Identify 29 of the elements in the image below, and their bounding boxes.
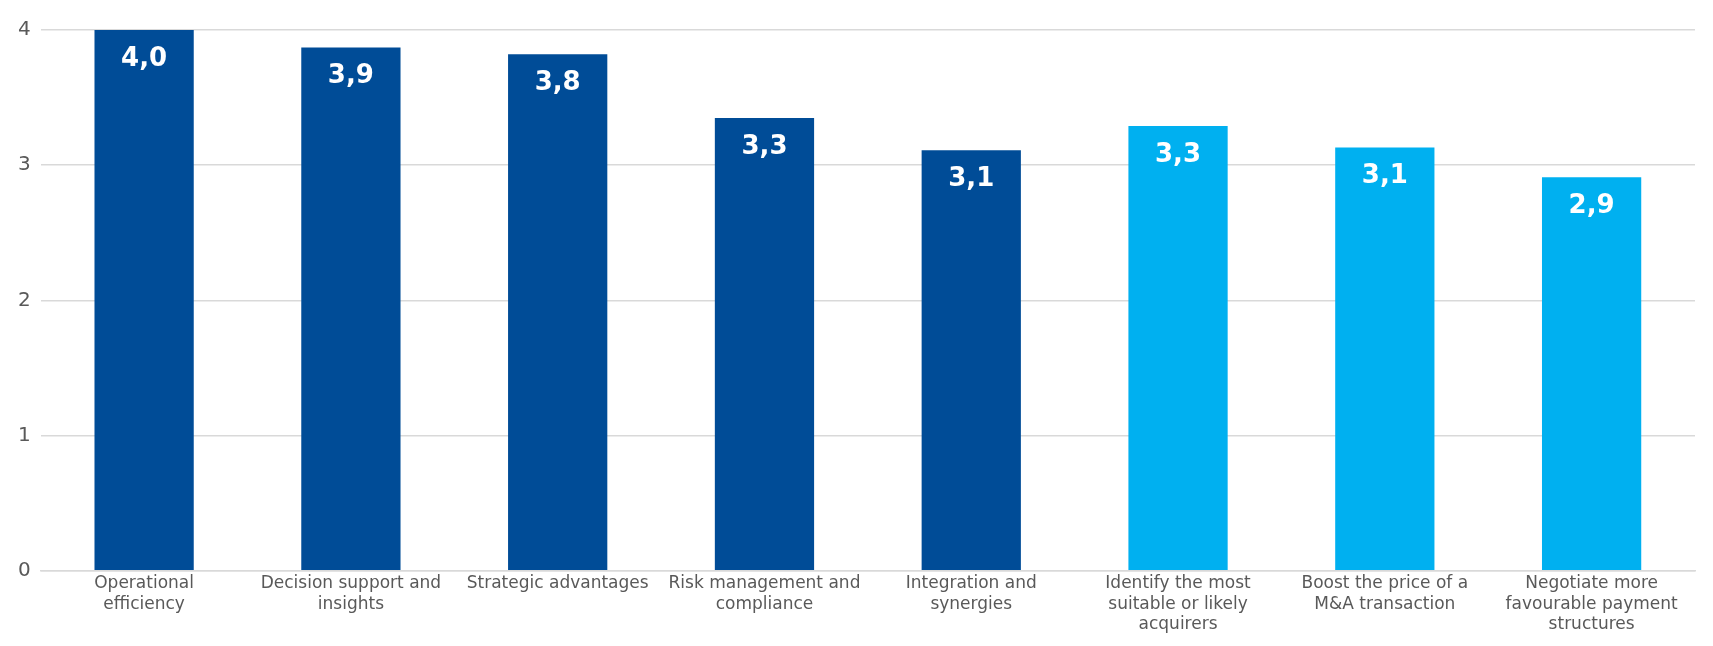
y-tick-label: 2 (17, 286, 31, 311)
x-tick-label: Operational efficiency (94, 572, 194, 613)
x-tick-label: Integration and synergies (905, 572, 1037, 613)
y-tick-label: 1 (17, 421, 31, 446)
x-tick-label: Decision support and insights (260, 572, 442, 613)
y-tick-label: 3 (17, 151, 31, 176)
x-tick-label: Identify the most suitable or likely acquirers (1105, 572, 1252, 634)
y-tick-label: 4 (17, 16, 31, 41)
bar (94, 30, 194, 571)
data-label: 2,9 (1568, 189, 1615, 220)
x-tick-label: Boost the price of a M&A transaction (1301, 572, 1469, 613)
bar (301, 47, 401, 571)
x-tick-label: Risk management and compliance (668, 572, 861, 613)
data-label: 3,1 (1361, 159, 1408, 190)
data-label: 3,3 (1155, 137, 1202, 168)
x-tick-label: Negotiate more favourable payment structures (1505, 572, 1679, 634)
bar (714, 117, 815, 571)
y-tick-label: 0 (17, 557, 31, 581)
data-label: 3,9 (327, 59, 374, 90)
bar (921, 150, 1021, 571)
x-tick-label: Strategic advantages (466, 572, 649, 593)
bar (1128, 125, 1228, 571)
data-label: 3,3 (741, 129, 788, 160)
bar (508, 54, 608, 571)
data-label: 3,1 (948, 162, 995, 193)
bar (1335, 147, 1435, 571)
data-label: 3,8 (534, 66, 581, 97)
bar (1541, 177, 1642, 571)
data-label: 4,0 (121, 41, 168, 72)
